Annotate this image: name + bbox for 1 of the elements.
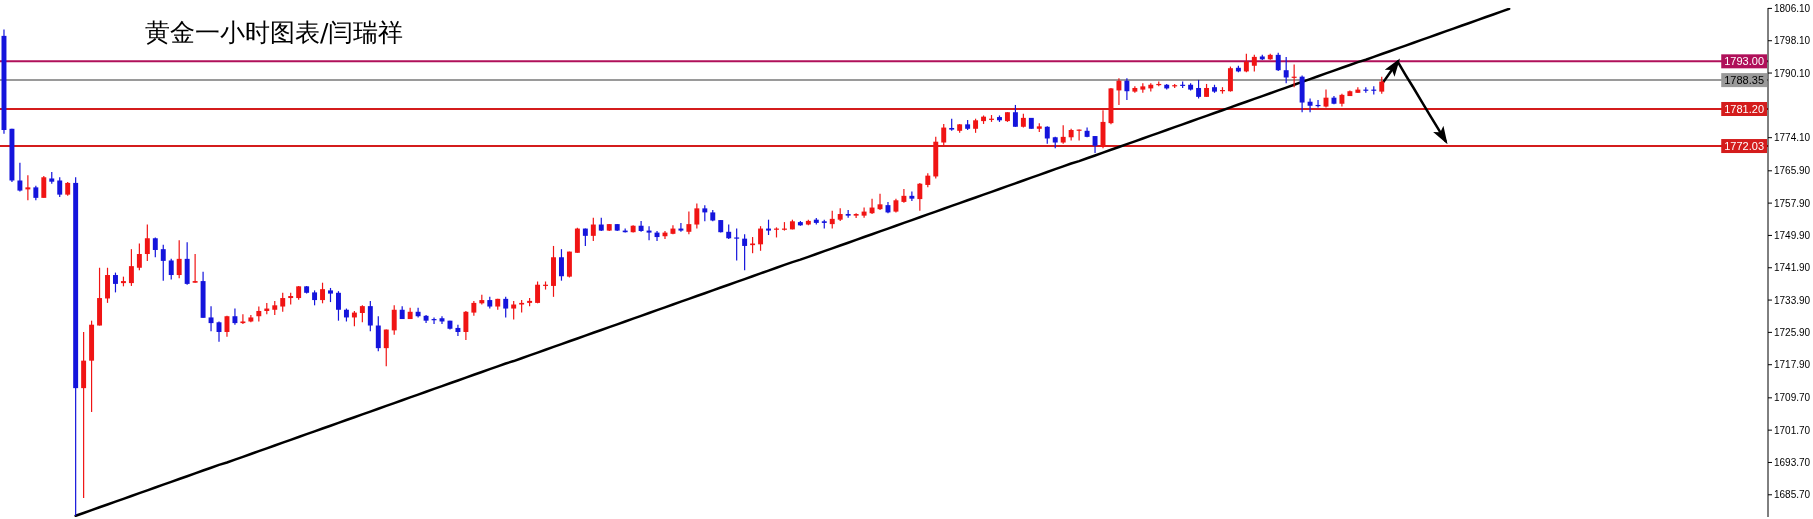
title: 黄金一小时图表/闫瑞祥	[145, 18, 404, 47]
